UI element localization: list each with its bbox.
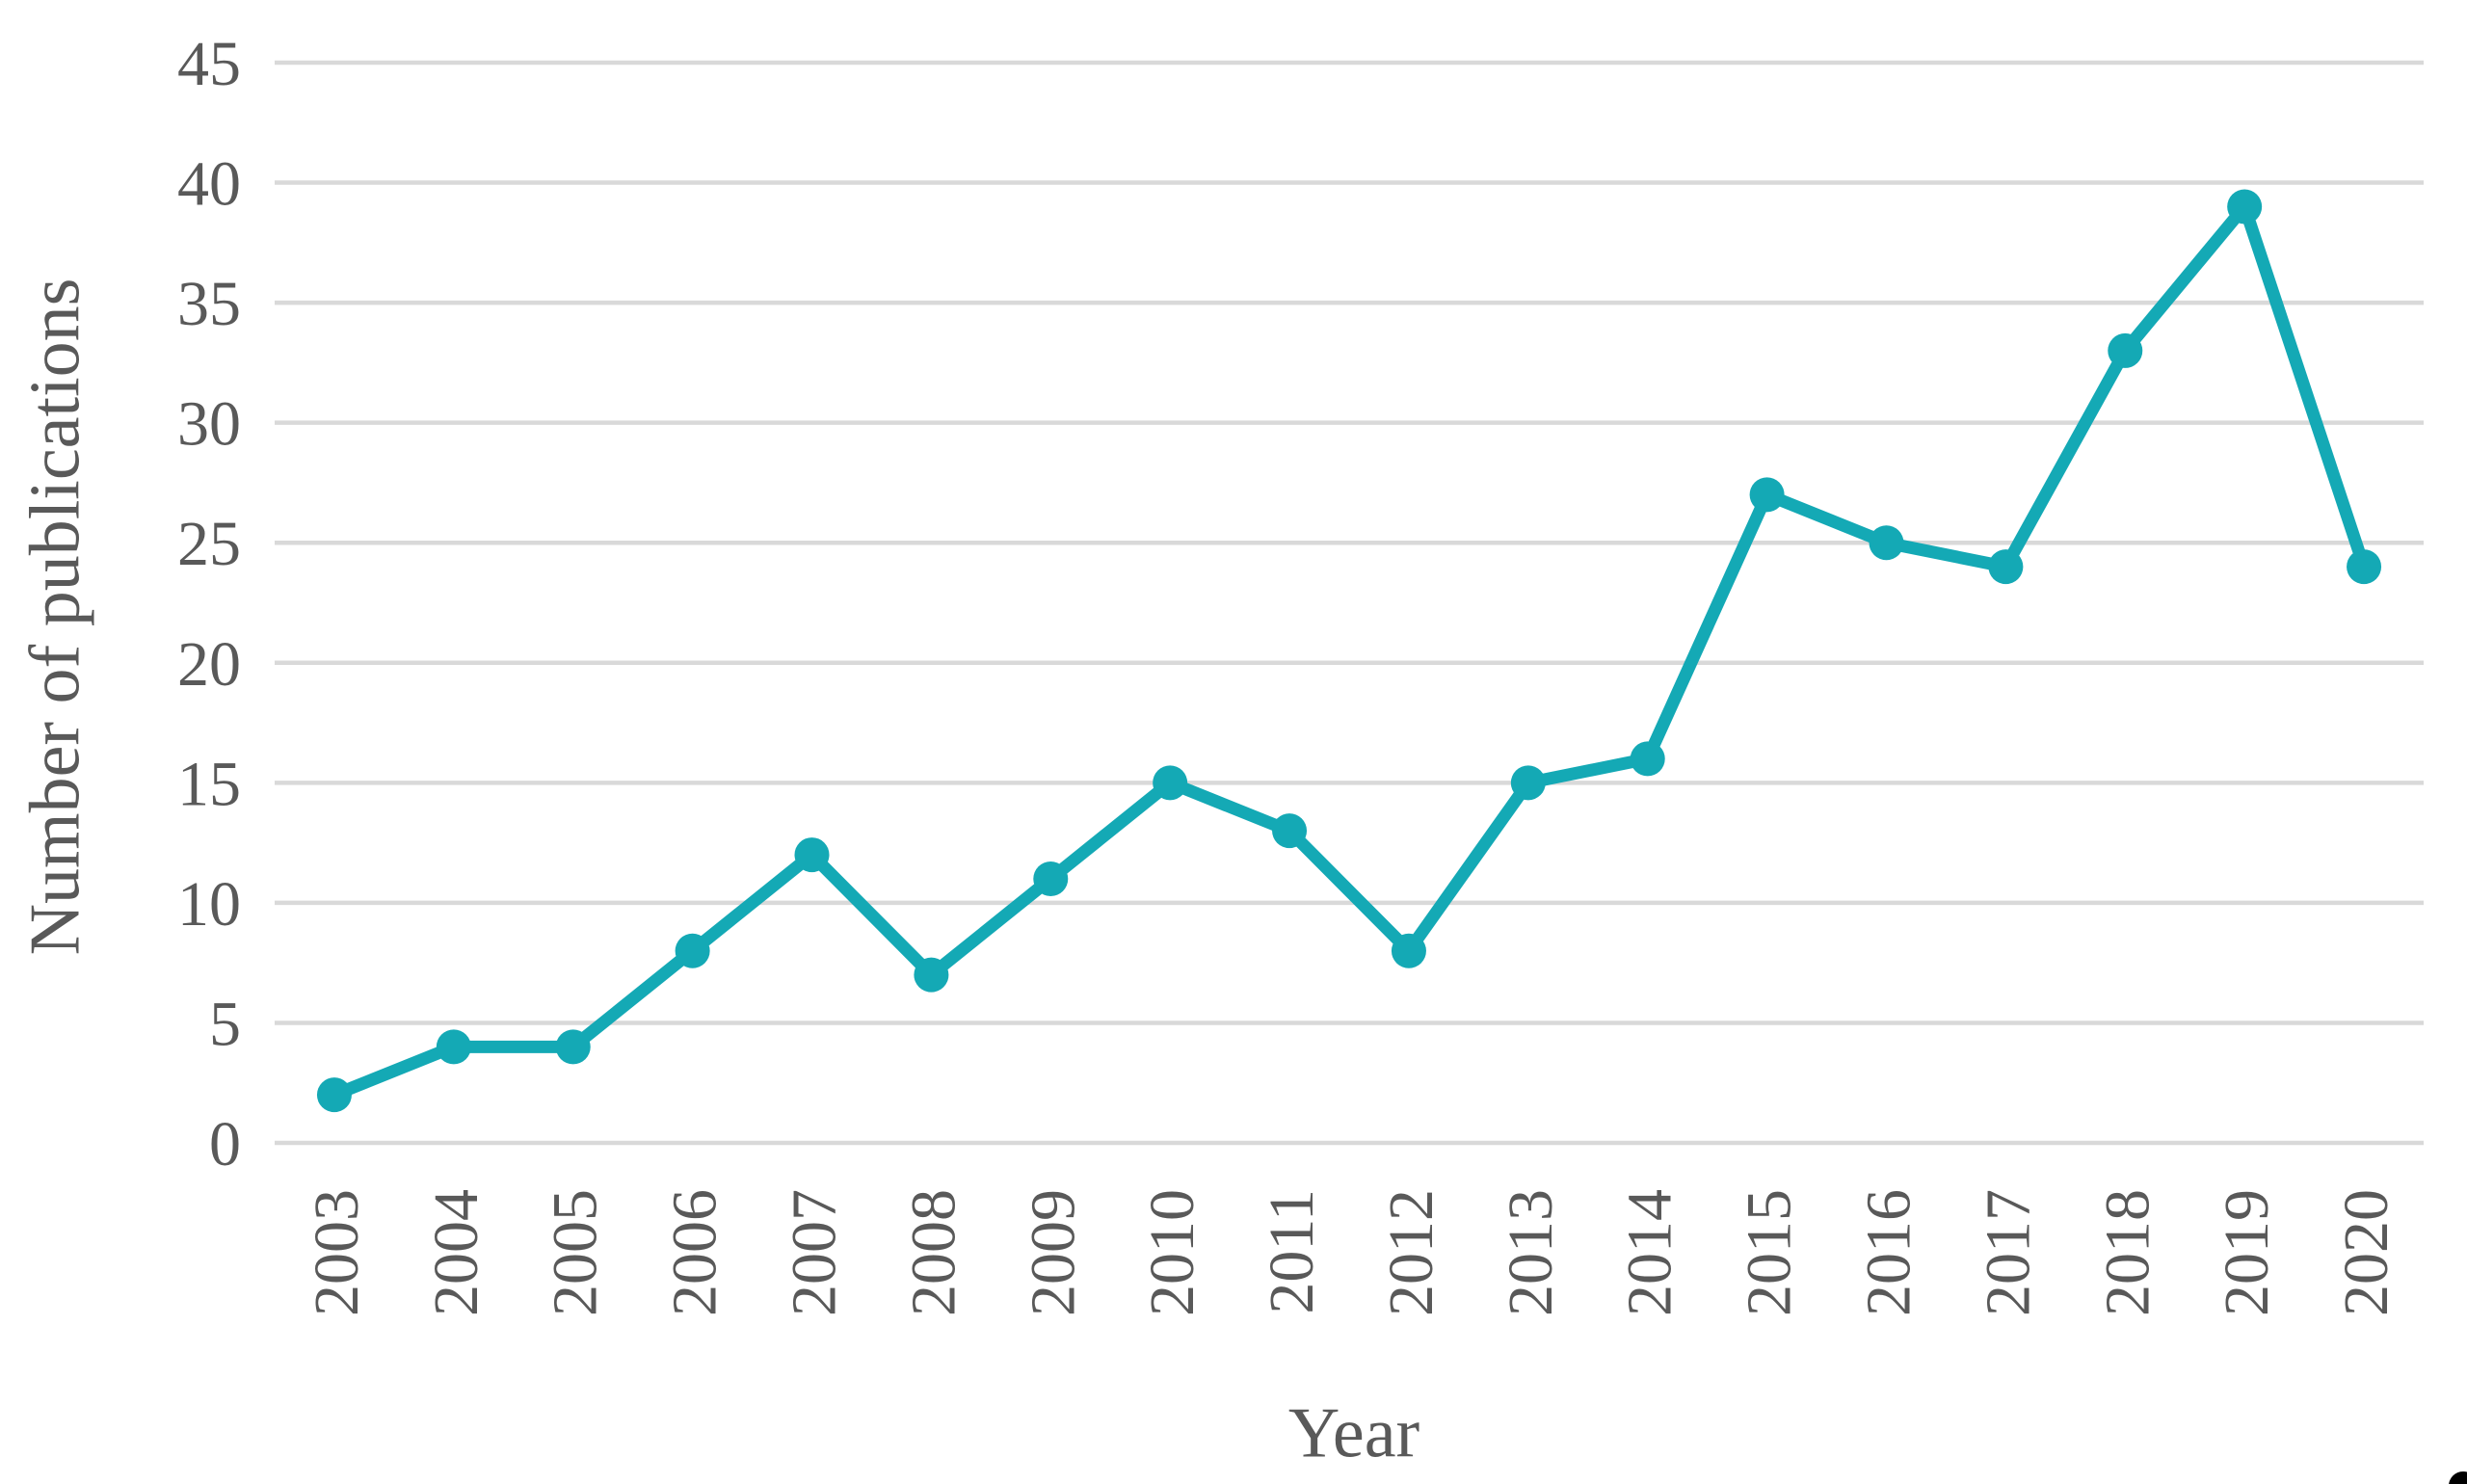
- data-point-2018: [2108, 332, 2143, 368]
- data-point-2007: [794, 837, 830, 873]
- data-point-2011: [1272, 813, 1308, 849]
- y-tick-label-45: 45: [177, 29, 241, 99]
- x-axis-title: Year: [1287, 1393, 1420, 1473]
- data-point-2013: [1510, 765, 1546, 801]
- y-tick-label-30: 30: [177, 389, 241, 460]
- y-tick-label-10: 10: [177, 869, 241, 940]
- x-tick-label-2014: 2014: [1615, 1189, 1685, 1316]
- data-point-2016: [1869, 525, 1904, 561]
- data-point-2012: [1391, 933, 1426, 968]
- corner-artifact-dot: [2449, 1471, 2467, 1484]
- x-tick-label-2008: 2008: [898, 1189, 968, 1316]
- x-tick-label-2009: 2009: [1018, 1189, 1088, 1316]
- x-tick-label-2004: 2004: [421, 1189, 491, 1316]
- x-tick-label-2010: 2010: [1137, 1189, 1207, 1316]
- y-tick-label-5: 5: [209, 989, 241, 1059]
- x-tick-label-2015: 2015: [1735, 1189, 1805, 1316]
- data-point-2020: [2347, 549, 2382, 585]
- data-point-2017: [1988, 549, 2024, 585]
- x-tick-label-2012: 2012: [1376, 1189, 1446, 1316]
- data-point-2010: [1153, 765, 1188, 801]
- x-tick-label-2013: 2013: [1496, 1189, 1566, 1316]
- x-tick-label-2018: 2018: [2092, 1189, 2162, 1316]
- data-point-2008: [914, 957, 949, 993]
- x-tick-label-2006: 2006: [660, 1189, 730, 1316]
- data-point-2006: [675, 933, 710, 968]
- y-tick-label-25: 25: [177, 509, 241, 579]
- x-tick-label-2003: 2003: [302, 1189, 372, 1316]
- series-line: [328, 199, 2371, 1101]
- y-tick-label-15: 15: [177, 749, 241, 819]
- x-tick-label-2017: 2017: [1973, 1189, 2043, 1316]
- x-tick-label-2016: 2016: [1854, 1189, 1924, 1316]
- data-point-2019: [2227, 189, 2263, 225]
- data-point-2015: [1749, 477, 1785, 513]
- data-point-2005: [555, 1029, 591, 1065]
- data-point-2014: [1630, 741, 1665, 777]
- data-point-2004: [436, 1029, 471, 1065]
- x-tick-label-2019: 2019: [2212, 1189, 2282, 1316]
- x-tick-label-2011: 2011: [1257, 1189, 1327, 1314]
- y-tick-label-0: 0: [209, 1109, 241, 1179]
- y-tick-label-40: 40: [177, 149, 241, 220]
- data-point-2003: [316, 1077, 352, 1113]
- data-point-2009: [1033, 861, 1069, 896]
- x-tick-label-2020: 2020: [2331, 1189, 2401, 1316]
- y-axis-title: Number of publications: [15, 278, 95, 956]
- x-tick-label-2005: 2005: [541, 1189, 611, 1316]
- y-tick-label-35: 35: [177, 269, 241, 339]
- x-tick-label-2007: 2007: [780, 1189, 850, 1316]
- y-tick-label-20: 20: [177, 629, 241, 700]
